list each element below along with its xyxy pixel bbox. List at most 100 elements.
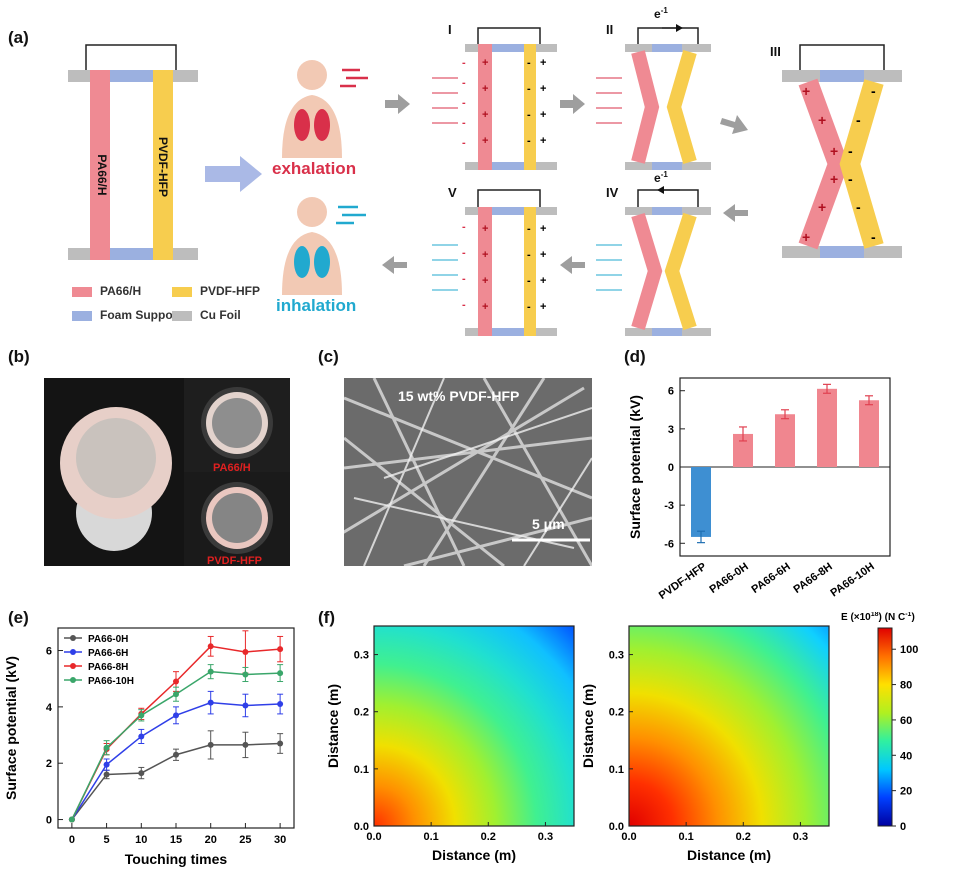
chart-e-point (277, 670, 284, 677)
legend-swatch-cu (172, 311, 192, 321)
chart-e-point (207, 668, 214, 675)
electron-label-top: e-1 (654, 6, 668, 21)
chart-e-point (68, 816, 75, 823)
exhale-wind (432, 77, 622, 124)
chart-d-ytick-label: -3 (664, 500, 674, 512)
svg-text:+: + (482, 83, 488, 95)
heatmap-ytick-label: 0.0 (609, 821, 624, 833)
chart-d-bar (859, 400, 879, 467)
stage-label-I: I (448, 22, 452, 37)
chart-e-ylabel: Surface potential (kV) (3, 656, 19, 800)
colorbar-tick-label: 0 (900, 821, 906, 833)
chart-e-point (103, 744, 110, 751)
svg-text:+: + (482, 249, 488, 261)
chart-e-point (173, 751, 179, 758)
person-exhale (282, 60, 368, 158)
chart-d: -6-3036PVDF-HFPPA66-0HPA66-6HPA66-8HPA66… (627, 377, 891, 602)
svg-text:-: - (848, 171, 853, 187)
chart-e-ytick-label: 6 (46, 646, 52, 658)
svg-text:+: + (818, 199, 826, 215)
chart-d-ytick-label: -6 (664, 538, 674, 550)
panel-label-e: (e) (8, 608, 29, 627)
chart-e-point (277, 701, 284, 708)
chart-e-point (103, 771, 110, 778)
panel-label-d: (d) (624, 347, 646, 366)
heatmap-frame (628, 625, 830, 827)
chart-d-category-label: PA66-10H (828, 561, 876, 600)
chart-e-point (173, 678, 179, 685)
panel-label-a: (a) (8, 28, 29, 47)
svg-text:+: + (540, 83, 546, 95)
chart-e-point (277, 740, 284, 747)
heatmap-field (374, 626, 574, 826)
legend-swatch-foam (72, 311, 92, 321)
chart-e-xtick-label: 0 (69, 834, 75, 846)
chart-d-bar (733, 433, 753, 467)
heatmap-ytick-label: 0.3 (609, 650, 624, 662)
chart-e-xlabel: Touching times (125, 851, 228, 867)
chart-e-ytick-label: 4 (46, 702, 53, 714)
legend-label-pa66: PA66/H (100, 284, 142, 298)
svg-text:-: - (871, 83, 876, 99)
chart-e-point (207, 643, 214, 650)
chart-e-xtick-label: 5 (104, 834, 110, 846)
chart-e-point (103, 761, 110, 768)
heatmap-xtick-label: 0.1 (678, 831, 693, 843)
chart-e-point (277, 646, 284, 653)
chart-e-point (242, 671, 249, 678)
stage-V (465, 189, 557, 336)
svg-text:-: - (856, 199, 861, 215)
chart-e-point (242, 702, 249, 709)
heatmap-xtick-label: 0.0 (621, 831, 636, 843)
svg-text:-: - (527, 109, 531, 121)
chart-e-xtick-label: 25 (239, 834, 251, 846)
chart-d-category-label: PVDF-HFP (657, 561, 709, 602)
chart-e-legend-marker (70, 649, 76, 655)
stage-label-II: II (606, 22, 614, 37)
chart-e-legend-label: PA66-0H (88, 634, 128, 645)
chart-e-legend-marker (70, 663, 76, 669)
svg-text:-: - (462, 137, 466, 149)
svg-text:-: - (462, 221, 466, 233)
charge-marks: ----- ++++ ---- ++++ ---- ++++ ---- ++++… (462, 57, 876, 313)
chart-d-ytick-label: 6 (668, 386, 674, 398)
svg-text:+: + (540, 223, 546, 235)
legend-swatch-pvdf (172, 287, 192, 297)
chart-d-category-label: PA66-6H (749, 561, 792, 596)
svg-text:+: + (830, 171, 838, 187)
heatmap-field (629, 626, 829, 826)
heatmap-ytick-label: 0.2 (354, 707, 369, 719)
heatmap-xtick-label: 0.1 (423, 831, 438, 843)
chart-d-bar (817, 388, 837, 467)
legend-label-cu: Cu Foil (200, 308, 241, 322)
heatmap-frame (373, 625, 575, 827)
photo-label-top: PA66/H (213, 462, 251, 474)
svg-text:+: + (540, 275, 546, 287)
electron-label-bottom: e-1 (654, 170, 668, 185)
svg-text:-: - (871, 229, 876, 245)
svg-text:-: - (462, 273, 466, 285)
sem-scale-label: 5 μm (532, 516, 565, 532)
svg-text:+: + (482, 301, 488, 313)
chart-e-point (173, 691, 179, 698)
chart-e-point (173, 712, 179, 719)
chart-e-xtick-label: 20 (205, 834, 217, 846)
panel-label-c: (c) (318, 347, 339, 366)
svg-text:+: + (482, 109, 488, 121)
chart-e-point (242, 648, 249, 655)
chart-d-ylabel: Surface potential (kV) (627, 395, 643, 539)
chart-e-point (138, 733, 145, 740)
svg-text:-: - (462, 97, 466, 109)
svg-text:-: - (527, 57, 531, 69)
chart-e-point (138, 712, 145, 719)
device-initial (68, 44, 198, 260)
heatmap-ylabel: Distance (m) (325, 684, 341, 768)
device-right-label: PVDF-HFP (156, 137, 170, 197)
svg-text:-: - (527, 301, 531, 313)
svg-text:+: + (540, 249, 546, 261)
stage-III (782, 44, 902, 258)
chart-e-legend-label: PA66-6H (88, 648, 128, 659)
sem-image (344, 378, 592, 566)
stage-II (625, 27, 711, 170)
chart-e-legend-marker (70, 635, 76, 641)
